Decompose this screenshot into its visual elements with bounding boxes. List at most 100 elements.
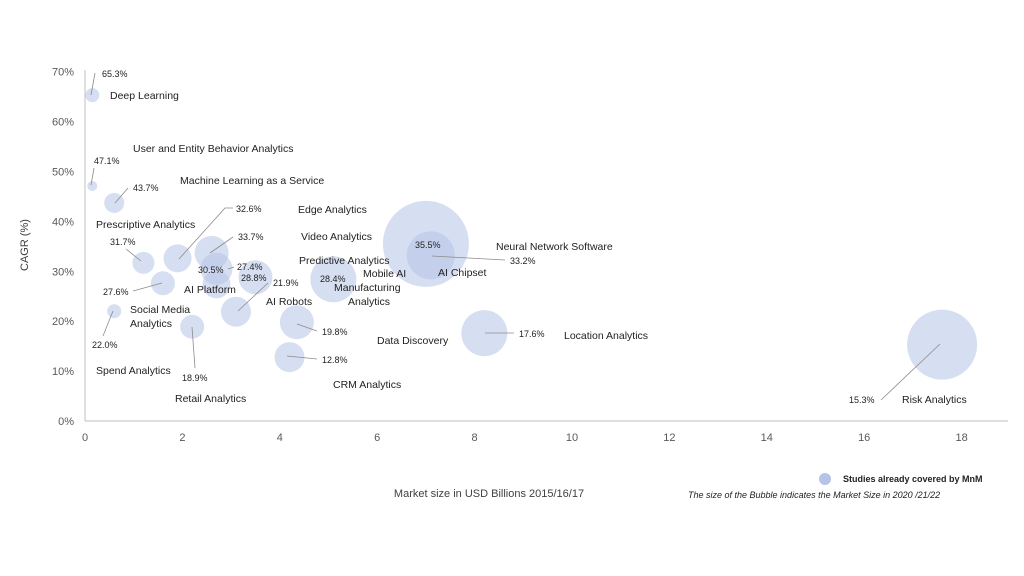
y-tick-label: 40% xyxy=(52,216,74,228)
y-tick-labels: 0% 10% 20% 30% 40% 50% 60% 70% xyxy=(52,67,74,428)
bubble-name-label: Data Discovery xyxy=(377,335,449,347)
leader-line xyxy=(132,282,163,292)
legend-swatch xyxy=(819,473,831,485)
y-tick-label: 60% xyxy=(52,117,74,129)
value-label: 43.7% xyxy=(133,183,159,193)
value-label: 28.4% xyxy=(320,274,346,284)
bubble-name-label: Location Analytics xyxy=(564,330,648,342)
y-tick-label: 70% xyxy=(52,67,74,79)
value-label: 31.7% xyxy=(110,237,136,247)
bubble-name-label: Deep Learning xyxy=(110,90,179,102)
bubble-size-note: The size of the Bubble indicates the Mar… xyxy=(688,490,940,500)
bubble-name-label: Analytics xyxy=(130,318,172,330)
bubble-name-label: Spend Analytics xyxy=(96,365,171,377)
leader-line xyxy=(125,248,142,262)
x-tick-label: 2 xyxy=(179,432,185,444)
bubble-name-label: Machine Learning as a Service xyxy=(180,175,324,187)
y-tick-label: 20% xyxy=(52,316,74,328)
bubble xyxy=(180,314,205,339)
value-label: 30.5% xyxy=(198,265,224,275)
x-axis-title: Market size in USD Billions 2015/16/17 xyxy=(394,488,584,500)
bubble-layer xyxy=(85,88,978,380)
leader-line xyxy=(102,310,114,337)
value-label: 35.5% xyxy=(415,240,441,250)
axes xyxy=(84,70,1008,422)
bubble xyxy=(107,304,122,319)
bubble-name-label: Risk Analytics xyxy=(902,394,967,406)
bubble xyxy=(310,256,357,303)
y-tick-label: 10% xyxy=(52,366,74,378)
bubble-name-label: AI Platform xyxy=(184,284,236,296)
bubble-name-label: Analytics xyxy=(348,296,390,308)
leader-line xyxy=(237,282,269,312)
value-label: 17.6% xyxy=(519,329,545,339)
x-tick-label: 10 xyxy=(566,432,578,444)
bubble xyxy=(274,342,305,373)
bubble-name-label: Retail Analytics xyxy=(175,393,246,405)
leader-line xyxy=(90,72,96,96)
value-label: 19.8% xyxy=(322,327,348,337)
leader-line xyxy=(296,323,318,332)
leader-line xyxy=(431,255,506,261)
bubble xyxy=(907,309,978,380)
y-tick-label: 0% xyxy=(58,416,74,428)
x-tick-label: 0 xyxy=(82,432,88,444)
leader-line xyxy=(286,355,318,360)
value-label: 65.3% xyxy=(102,69,128,79)
leader-line xyxy=(114,187,129,204)
bubble xyxy=(132,251,155,274)
leader-line xyxy=(191,326,196,369)
value-label: 32.6% xyxy=(236,204,262,214)
value-label: 33.2% xyxy=(510,256,536,266)
x-tick-label: 4 xyxy=(277,432,283,444)
leader-line xyxy=(90,167,95,186)
x-tick-label: 8 xyxy=(472,432,478,444)
value-label: 27.6% xyxy=(103,287,129,297)
x-tick-label: 6 xyxy=(374,432,380,444)
bubble xyxy=(279,305,314,340)
bubble xyxy=(163,244,192,273)
leader-line xyxy=(178,207,233,260)
bubble xyxy=(238,260,273,295)
value-label: 33.7% xyxy=(238,232,264,242)
bubble xyxy=(406,231,455,280)
value-label: 27.4% xyxy=(237,262,263,272)
value-label: 12.8% xyxy=(322,355,348,365)
bubble-name-label: Video Analytics xyxy=(301,231,372,243)
bubble xyxy=(150,271,175,296)
leader-line-layer xyxy=(90,72,941,401)
y-tick-label: 50% xyxy=(52,167,74,179)
value-label: 47.1% xyxy=(94,156,120,166)
x-tick-label: 18 xyxy=(955,432,967,444)
value-label: 15.3% xyxy=(849,395,875,405)
bubble-name-label: User and Entity Behavior Analytics xyxy=(133,143,294,155)
leader-line xyxy=(227,266,235,270)
bubble-name-label: CRM Analytics xyxy=(333,379,401,391)
value-label: 21.9% xyxy=(273,278,299,288)
bubble-name-label: Prescriptive Analytics xyxy=(96,219,195,231)
x-tick-label: 16 xyxy=(858,432,870,444)
leader-line xyxy=(880,343,941,401)
bubble-name-label: Edge Analytics xyxy=(298,204,367,216)
value-label: 28.8% xyxy=(241,273,267,283)
value-label: 18.9% xyxy=(182,373,208,383)
bubble-name-labels: Deep Learning User and Entity Behavior An… xyxy=(96,90,967,406)
legend: Studies already covered by MnM xyxy=(819,473,983,485)
bubble-name-label: Social Media xyxy=(130,304,190,316)
legend-label: Studies already covered by MnM xyxy=(843,474,983,484)
x-tick-label: 12 xyxy=(663,432,675,444)
bubble xyxy=(202,270,231,299)
bubble-name-label: Manufacturing xyxy=(334,282,401,294)
bubble xyxy=(87,180,98,191)
bubble-name-label: Mobile AI xyxy=(363,268,406,280)
y-axis-title: CAGR (%) xyxy=(19,219,31,271)
leader-line xyxy=(209,236,234,254)
bubble-name-label: Predictive Analytics xyxy=(299,255,389,267)
bubble-name-label: AI Chipset xyxy=(438,267,487,279)
y-tick-label: 30% xyxy=(52,266,74,278)
bubble xyxy=(85,88,100,103)
bubble xyxy=(220,296,251,327)
x-tick-label: 14 xyxy=(761,432,773,444)
value-labels: 65.3% 47.1% 43.7% 31.7% 32.6% 33.7% 27.6% 22.0%… xyxy=(92,69,875,405)
